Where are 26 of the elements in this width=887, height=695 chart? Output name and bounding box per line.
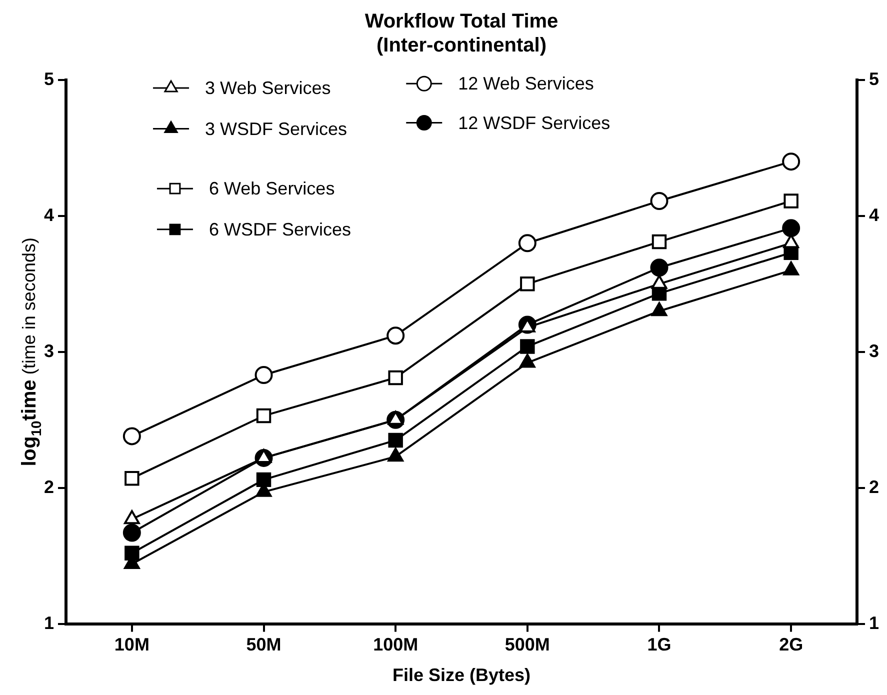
legend-label: 3 Web Services (205, 78, 331, 98)
y-tick-label: 1 (44, 612, 54, 633)
x-tick-label: 500M (504, 634, 550, 655)
y-tick-label: 3 (44, 340, 54, 361)
y-tick-label: 2 (44, 476, 54, 497)
x-tick-label: 2G (779, 634, 804, 655)
x-tick-label: 1G (647, 634, 672, 655)
y2-tick-label: 4 (868, 204, 880, 225)
legend-label: 6 Web Services (208, 178, 335, 199)
y-tick-label: 5 (44, 68, 54, 89)
y2-tick-label: 3 (868, 340, 880, 361)
chart-subtitle: (Inter-continental) (376, 34, 546, 57)
legend-label: 12 WSDF Services (458, 112, 610, 133)
legend-label: 3 WSDF Services (205, 118, 348, 139)
y2-tick-label: 5 (868, 68, 880, 89)
x-axis-title: File Size (Bytes) (392, 665, 531, 686)
x-tick-label: 50M (246, 634, 282, 655)
x-tick-label: 100M (373, 634, 418, 655)
x-tick-label: 10M (114, 634, 150, 655)
y2-tick-label: 1 (868, 612, 880, 633)
legend-label: 12 Web Services (458, 74, 594, 94)
chart-title: Workflow Total Time (364, 10, 558, 33)
y2-tick-label: 2 (868, 476, 880, 497)
legend-label: 6 WSDF Services (208, 219, 352, 240)
y-axis-title: log10time (time in seconds) (18, 238, 44, 466)
y-tick-label: 4 (44, 204, 54, 225)
